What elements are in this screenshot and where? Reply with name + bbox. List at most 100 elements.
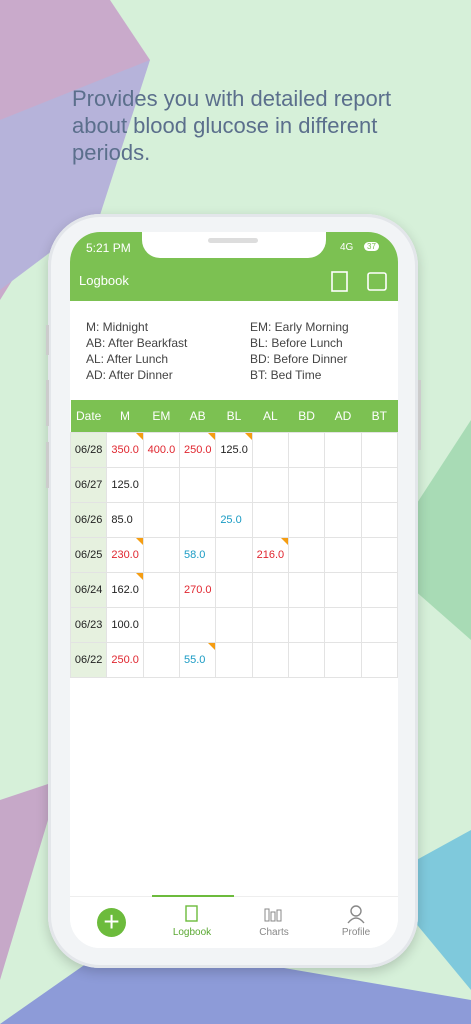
reading-value: 216.0 xyxy=(256,549,285,561)
table-row[interactable]: 06/23 100.0 xyxy=(70,607,398,643)
reading-cell[interactable] xyxy=(142,502,180,538)
reading-cell[interactable] xyxy=(142,572,180,608)
reading-cell[interactable] xyxy=(324,467,362,503)
reading-cell[interactable]: 400.0 xyxy=(142,432,180,468)
column-header: AB xyxy=(179,400,216,433)
reading-cell[interactable]: 250.0 xyxy=(106,642,144,678)
reading-cell[interactable] xyxy=(251,467,289,503)
reading-cell[interactable] xyxy=(251,572,289,608)
headline: Provides you with detailed report about b… xyxy=(72,85,391,166)
reading-cell[interactable] xyxy=(215,467,253,503)
column-header: Date xyxy=(70,400,107,433)
reading-cell[interactable] xyxy=(142,467,180,503)
reading-cell[interactable] xyxy=(215,572,253,608)
reading-cell[interactable] xyxy=(360,642,398,678)
reading-cell[interactable] xyxy=(287,432,326,468)
reading-cell[interactable] xyxy=(360,607,398,643)
table-row[interactable]: 06/25 230.0 58.0 216.0 xyxy=(70,537,398,573)
reading-cell[interactable] xyxy=(215,607,253,643)
date-cell: 06/28 xyxy=(70,432,108,468)
reading-cell[interactable] xyxy=(287,572,326,608)
side-button xyxy=(46,325,49,355)
side-button xyxy=(418,380,421,450)
reading-cell[interactable] xyxy=(251,642,289,678)
reading-cell[interactable] xyxy=(142,607,180,643)
reading-cell[interactable] xyxy=(215,642,253,678)
nav-label[interactable]: Profile xyxy=(341,927,371,938)
reading-cell[interactable] xyxy=(287,642,326,678)
reading-cell[interactable] xyxy=(178,467,217,503)
column-header: EM xyxy=(143,400,180,433)
reading-cell[interactable]: 55.0 xyxy=(178,642,217,678)
table-row[interactable]: 06/22 250.0 55.0 xyxy=(70,642,398,678)
reading-cell[interactable]: 125.0 xyxy=(106,467,144,503)
reading-cell[interactable] xyxy=(324,432,362,468)
reading-cell[interactable] xyxy=(360,502,398,538)
reading-cell[interactable] xyxy=(251,432,289,468)
reading-cell[interactable]: 270.0 xyxy=(178,572,217,608)
reading-cell[interactable]: 85.0 xyxy=(106,502,144,538)
reading-value: 250.0 xyxy=(183,444,212,456)
network: 4G xyxy=(340,242,354,253)
pdf-icon[interactable] xyxy=(331,271,348,292)
legend-item: AB: After Bearkfast xyxy=(86,336,188,350)
battery: 37 xyxy=(364,242,379,251)
note-marker xyxy=(135,433,143,440)
logbook-table: Date M EM AB BL AL BD AD BT 06/28 350.0 400.0 250.0 1… xyxy=(70,400,398,678)
export-icon[interactable] xyxy=(367,272,387,291)
reading-cell[interactable] xyxy=(251,607,289,643)
reading-cell[interactable] xyxy=(142,537,180,573)
reading-value: 125.0 xyxy=(111,479,139,491)
reading-cell[interactable] xyxy=(324,502,362,538)
nav-label[interactable]: Charts xyxy=(259,927,289,938)
reading-cell[interactable] xyxy=(287,502,326,538)
reading-cell[interactable] xyxy=(287,607,326,643)
notch xyxy=(142,232,326,258)
note-marker xyxy=(135,573,143,580)
column-header: BT xyxy=(361,400,398,433)
reading-cell[interactable] xyxy=(324,537,362,573)
reading-cell[interactable] xyxy=(142,642,180,678)
reading-cell[interactable]: 58.0 xyxy=(178,537,217,573)
reading-cell[interactable]: 100.0 xyxy=(106,607,144,643)
reading-cell[interactable] xyxy=(360,467,398,503)
side-button xyxy=(46,442,49,488)
reading-cell[interactable]: 216.0 xyxy=(251,537,289,573)
table-row[interactable]: 06/24 162.0 270.0 xyxy=(70,572,398,608)
reading-cell[interactable] xyxy=(251,502,289,538)
reading-cell[interactable] xyxy=(324,642,362,678)
reading-cell[interactable] xyxy=(178,607,217,643)
reading-cell[interactable]: 125.0 xyxy=(215,432,253,468)
reading-value: 350.0 xyxy=(111,444,139,456)
column-header: AD xyxy=(324,400,362,433)
table-row[interactable]: 06/26 85.0 25.0 xyxy=(70,502,398,538)
logbook-icon xyxy=(185,905,198,922)
reading-cell[interactable] xyxy=(178,502,217,538)
reading-cell[interactable] xyxy=(324,607,362,643)
reading-cell[interactable]: 25.0 xyxy=(215,502,253,538)
reading-cell[interactable] xyxy=(215,537,253,573)
headline-line: about blood glucose in different xyxy=(72,113,378,138)
reading-cell[interactable]: 230.0 xyxy=(106,537,144,573)
note-marker xyxy=(208,643,216,650)
reading-cell[interactable] xyxy=(360,432,398,468)
headline-line: periods. xyxy=(72,140,151,165)
bg-shape xyxy=(0,60,150,290)
table-row[interactable]: 06/28 350.0 400.0 250.0 125.0 xyxy=(70,432,398,468)
table-row[interactable]: 06/27 125.0 xyxy=(70,467,398,503)
reading-cell[interactable] xyxy=(287,467,326,503)
legend-item: AL: After Lunch xyxy=(86,352,169,366)
column-header: BD xyxy=(288,400,325,433)
reading-cell[interactable] xyxy=(360,572,398,608)
reading-cell[interactable] xyxy=(324,572,362,608)
reading-cell[interactable] xyxy=(287,537,326,573)
reading-value: 250.0 xyxy=(111,654,139,666)
reading-cell[interactable]: 162.0 xyxy=(106,572,144,608)
header-row: Date M EM AB BL AL BD AD BT xyxy=(70,400,398,433)
nav-label[interactable]: Logbook xyxy=(172,927,212,938)
reading-cell[interactable]: 250.0 xyxy=(178,432,217,468)
reading-cell[interactable]: 350.0 xyxy=(106,432,144,468)
reading-cell[interactable] xyxy=(360,537,398,573)
bg-shape xyxy=(380,420,471,640)
add-button[interactable]: + xyxy=(97,908,126,937)
